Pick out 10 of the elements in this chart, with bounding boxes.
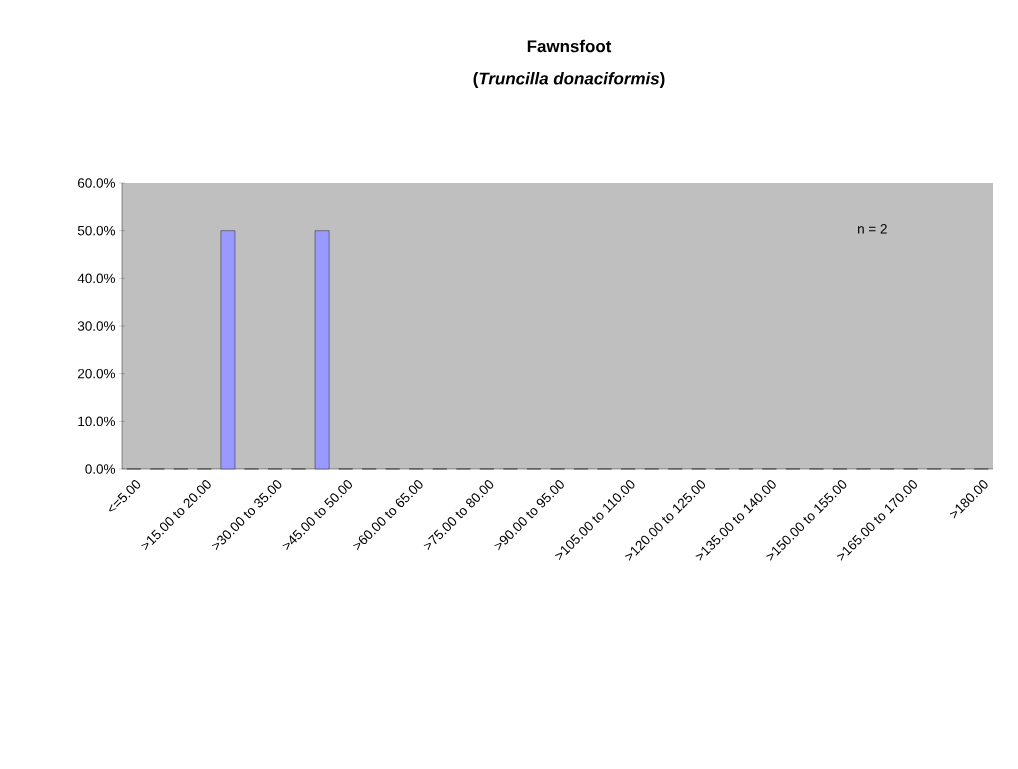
y-tick-label: 40.0% [77, 273, 115, 284]
y-tick-label: 30.0% [77, 321, 115, 331]
y-tick-label: 50.0% [77, 225, 115, 236]
y-tick-label: 20.0% [78, 368, 115, 379]
chart-title: Fawnsfoot [527, 39, 612, 53]
y-tick-label: 0.0% [85, 464, 115, 474]
chart-subtitle: (Truncilla donaciformis) [473, 72, 665, 88]
y-tick-label: 60.0% [78, 178, 115, 188]
y-tick-label: 10.0% [78, 416, 115, 427]
annotation: n = 2 [858, 224, 887, 234]
